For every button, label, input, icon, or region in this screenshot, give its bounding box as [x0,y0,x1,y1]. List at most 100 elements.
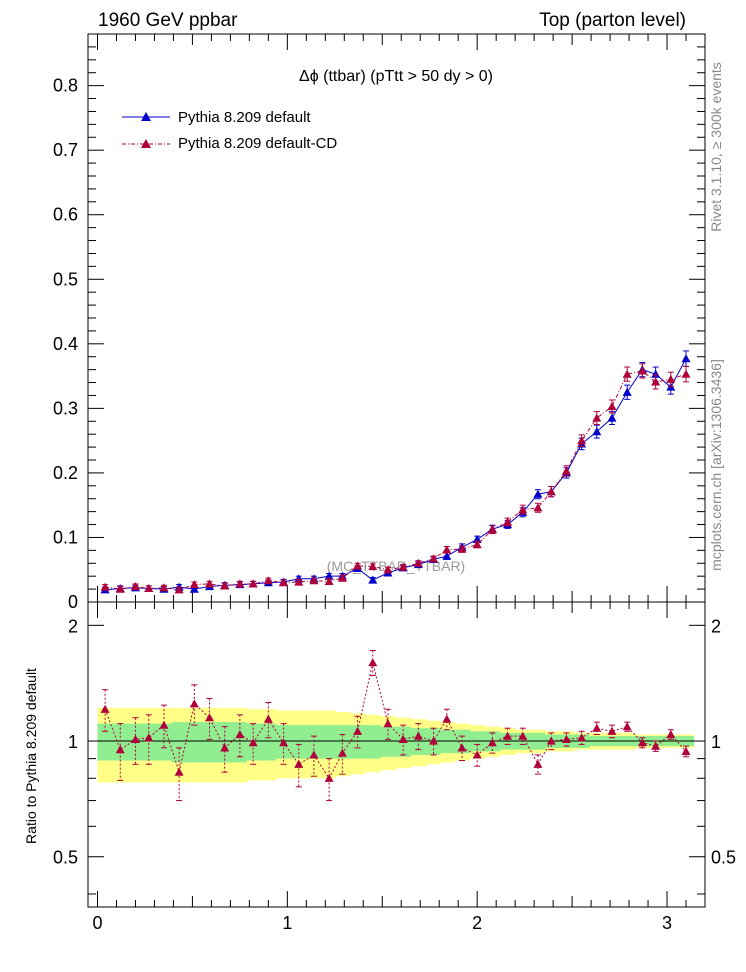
data-point-1 [518,505,528,514]
ratio-y-tick-label: 2 [68,616,78,636]
ratio-data-point [159,720,169,729]
data-point-1 [248,579,258,588]
ratio-data-point [503,731,513,740]
ratio-data-point [220,743,230,752]
data-point-1 [622,369,632,378]
main-watermark: (MC_TTBAR_TTBAR) [327,558,465,574]
green-band-segment [217,722,233,763]
data-point-0 [607,413,617,422]
ratio-data-point [681,746,691,755]
ratio-data-point [442,714,452,723]
main-y-tick-label: 0.4 [53,334,78,354]
data-point-1 [337,573,347,582]
green-band-segment [201,722,218,763]
data-point-0 [622,387,632,396]
ratio-data-point [309,750,319,759]
data-point-1 [130,582,140,591]
data-point-1 [324,576,334,585]
ratio-y-axis-label: Ratio to Pythia 8.209 default [23,668,39,844]
main-y-tick-label: 0.6 [53,205,78,225]
main-chart-title: Δϕ (ttbar) (pTtt > 50 dy > 0) [299,68,493,85]
data-point-1 [577,436,587,445]
data-point-1 [263,576,273,585]
green-band-segment [112,723,129,761]
ratio-series-group [100,650,691,802]
data-point-1 [651,377,661,386]
legend-label-default-cd: Pythia 8.209 default-CD [178,135,337,152]
data-point-0 [533,489,543,498]
data-point-1 [368,562,378,571]
green-band-segment [335,725,351,759]
data-point-1 [457,544,467,553]
ratio-x-axis: 0 1 2 3 [92,602,706,933]
legend-marker-default [141,112,151,121]
ratio-x-tick-label: 0 [92,913,102,933]
ratio-data-point [279,738,289,747]
ratio-data-point [115,745,125,754]
ratio-uncertainty-bands [97,707,695,783]
ratio-data-point [666,729,676,739]
main-y-tick-label: 0.5 [53,269,78,289]
ratio-data-point [637,738,647,747]
ratio-x-tick-label: 3 [662,913,672,933]
green-band-segment [97,723,114,761]
ratio-data-point [205,713,215,722]
data-point-0 [681,354,691,363]
main-y-tick-label: 0.2 [53,463,78,483]
series-line-0 [105,358,687,591]
data-point-1 [442,545,452,554]
ratio-data-point [337,748,347,757]
legend-item-default: Pythia 8.209 default [122,109,311,126]
ratio-data-point [189,699,199,708]
ratio-data-point [472,750,482,759]
ratio-data-point [457,743,467,752]
data-point-1 [100,582,110,591]
ratio-data-point [546,736,556,745]
ratio-x-tick-label: 2 [472,913,482,933]
ratio-data-point [324,773,334,782]
data-point-1 [309,576,319,585]
ratio-data-point [413,731,423,740]
data-point-0 [324,571,334,580]
data-point-1 [383,565,393,574]
green-band-segment [380,726,397,757]
ratio-data-point [100,704,110,713]
legend-item-default-cd: Pythia 8.209 default-CD [122,135,337,152]
data-point-1 [189,580,199,589]
ratio-y-tick-label-right: 1 [711,732,721,752]
data-point-1 [398,562,408,571]
ratio-data-point [398,734,408,743]
data-point-1 [637,366,647,375]
ratio-data-point [368,658,378,667]
ratio-panel: 0.5 0.5 1 1 2 2 0 1 2 3 Ratio to Pythia 8.209 de… [23,601,736,933]
data-point-1 [235,579,245,588]
main-y-tick-label: 0 [68,592,78,612]
ratio-y-tick-label: 0.5 [53,848,78,868]
legend-marker-default-cd [141,139,151,148]
ratio-data-point [235,729,245,739]
ratio-data-point [622,722,632,731]
data-point-1 [413,558,423,567]
ratio-data-point [174,767,184,776]
ratio-data-point [144,733,154,742]
data-point-1 [115,584,125,593]
main-y-tick-label: 0.3 [53,398,78,418]
data-point-1 [220,581,230,590]
green-band-segment [186,722,203,763]
ratio-data-point [294,759,304,768]
ratio-data-point [577,733,587,742]
ratio-data-point [248,738,258,747]
data-point-0 [189,584,199,593]
data-point-1 [561,466,571,475]
ratio-data-point [429,736,439,745]
data-point-0 [592,427,602,436]
ratio-data-point [263,714,273,723]
green-band-segment [232,722,248,763]
ratio-series-line [104,662,687,780]
ratio-data-point [383,719,393,728]
data-point-1 [205,579,215,588]
green-band-segment [365,725,381,759]
series-line-1 [105,370,687,591]
ratio-data-point [607,726,617,735]
data-point-1 [546,487,556,496]
